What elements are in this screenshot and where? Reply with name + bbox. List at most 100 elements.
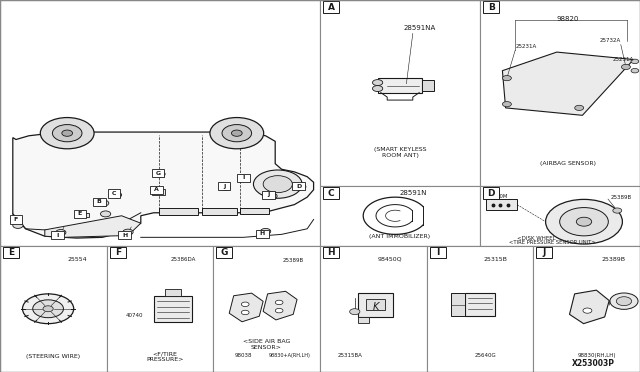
Text: 25554: 25554 [67, 257, 87, 262]
Text: 25640G: 25640G [474, 353, 496, 358]
Text: <SIDE AIR BAG
SENSOR>: <SIDE AIR BAG SENSOR> [243, 339, 291, 350]
Bar [480, 0, 640, 186]
Circle shape [52, 125, 82, 142]
Bar [533, 246, 640, 372]
Text: <TIRE PRESSURE SENSOR UNIT>: <TIRE PRESSURE SENSOR UNIT> [509, 240, 595, 245]
Polygon shape [240, 208, 269, 214]
Circle shape [267, 193, 277, 199]
Text: A: A [328, 3, 335, 12]
Text: E: E [78, 211, 82, 217]
Circle shape [232, 130, 242, 136]
Text: 25732A: 25732A [600, 38, 621, 44]
Bar [292, 182, 305, 190]
Circle shape [616, 297, 632, 306]
Circle shape [56, 230, 66, 235]
Text: G: G [156, 171, 161, 176]
Text: (AIRBAG SENSOR): (AIRBAG SENSOR) [540, 161, 596, 166]
Circle shape [275, 308, 283, 313]
Polygon shape [263, 291, 297, 320]
Circle shape [40, 118, 94, 149]
Bar [358, 317, 369, 323]
Text: 25315B: 25315B [484, 257, 508, 262]
Text: F: F [115, 248, 121, 257]
Circle shape [100, 211, 111, 217]
Circle shape [210, 118, 264, 149]
Circle shape [43, 306, 53, 312]
Bar [320, 186, 480, 246]
Text: 40700M: 40700M [486, 193, 508, 199]
Circle shape [13, 222, 23, 228]
Bar [451, 294, 465, 317]
Text: C: C [328, 189, 335, 198]
Circle shape [241, 302, 249, 307]
Text: 98450Q: 98450Q [377, 257, 402, 262]
Bar [358, 293, 393, 317]
Text: (SMART KEYLESS
ROOM ANT): (SMART KEYLESS ROOM ANT) [374, 147, 426, 158]
Bar [427, 246, 533, 372]
Bar [237, 174, 250, 182]
Bar [10, 215, 22, 224]
Circle shape [155, 171, 165, 177]
Bar [430, 247, 446, 258]
Bar [320, 246, 427, 372]
Bar [77, 213, 89, 217]
Bar [118, 231, 131, 239]
Text: A: A [154, 187, 159, 192]
Circle shape [631, 59, 639, 64]
Bar [323, 247, 339, 258]
Polygon shape [159, 208, 198, 215]
Text: 98038: 98038 [234, 353, 252, 358]
Bar [320, 0, 480, 186]
Bar [483, 1, 499, 13]
Bar [256, 230, 269, 238]
Circle shape [502, 102, 511, 107]
Bar [427, 246, 533, 372]
Text: B: B [488, 3, 495, 12]
Circle shape [545, 199, 622, 244]
Text: 40740: 40740 [126, 312, 143, 318]
Circle shape [253, 170, 302, 198]
Bar [378, 78, 422, 93]
Bar [93, 198, 106, 206]
Bar [218, 182, 230, 190]
Bar [213, 246, 320, 372]
Bar [51, 231, 64, 239]
Text: 25386DA: 25386DA [171, 257, 196, 262]
Bar [0, 246, 107, 372]
Bar [320, 246, 427, 372]
Circle shape [22, 294, 74, 324]
Text: I: I [56, 232, 59, 238]
Text: H: H [260, 231, 265, 236]
Text: D: D [488, 189, 495, 198]
Bar [0, 246, 107, 372]
Bar [154, 296, 192, 322]
Polygon shape [502, 52, 634, 115]
Circle shape [239, 176, 250, 182]
Text: H: H [122, 232, 127, 238]
Text: 98830+A(RH,LH): 98830+A(RH,LH) [269, 353, 311, 358]
Bar [366, 299, 385, 310]
Bar [536, 247, 552, 258]
Text: (ANT IMMOBILIZER): (ANT IMMOBILIZER) [369, 234, 431, 239]
Bar [422, 80, 434, 91]
Circle shape [577, 217, 591, 226]
Bar [150, 186, 163, 194]
Text: 25315BA: 25315BA [337, 353, 362, 358]
Text: D: D [296, 183, 301, 189]
Text: (STEERING WIRE): (STEERING WIRE) [26, 354, 81, 359]
Text: 25389B: 25389B [602, 257, 625, 262]
Text: J: J [223, 183, 225, 189]
Bar [480, 186, 640, 246]
Circle shape [631, 68, 639, 73]
Bar [110, 247, 126, 258]
Bar [323, 187, 339, 199]
Circle shape [583, 308, 592, 313]
Bar [3, 247, 19, 258]
Circle shape [260, 228, 271, 234]
Text: 25389B: 25389B [610, 195, 632, 201]
Text: 25389B: 25389B [283, 258, 304, 263]
Bar [152, 189, 165, 195]
Bar [483, 187, 499, 199]
Circle shape [222, 125, 252, 142]
Text: E: E [8, 248, 14, 257]
